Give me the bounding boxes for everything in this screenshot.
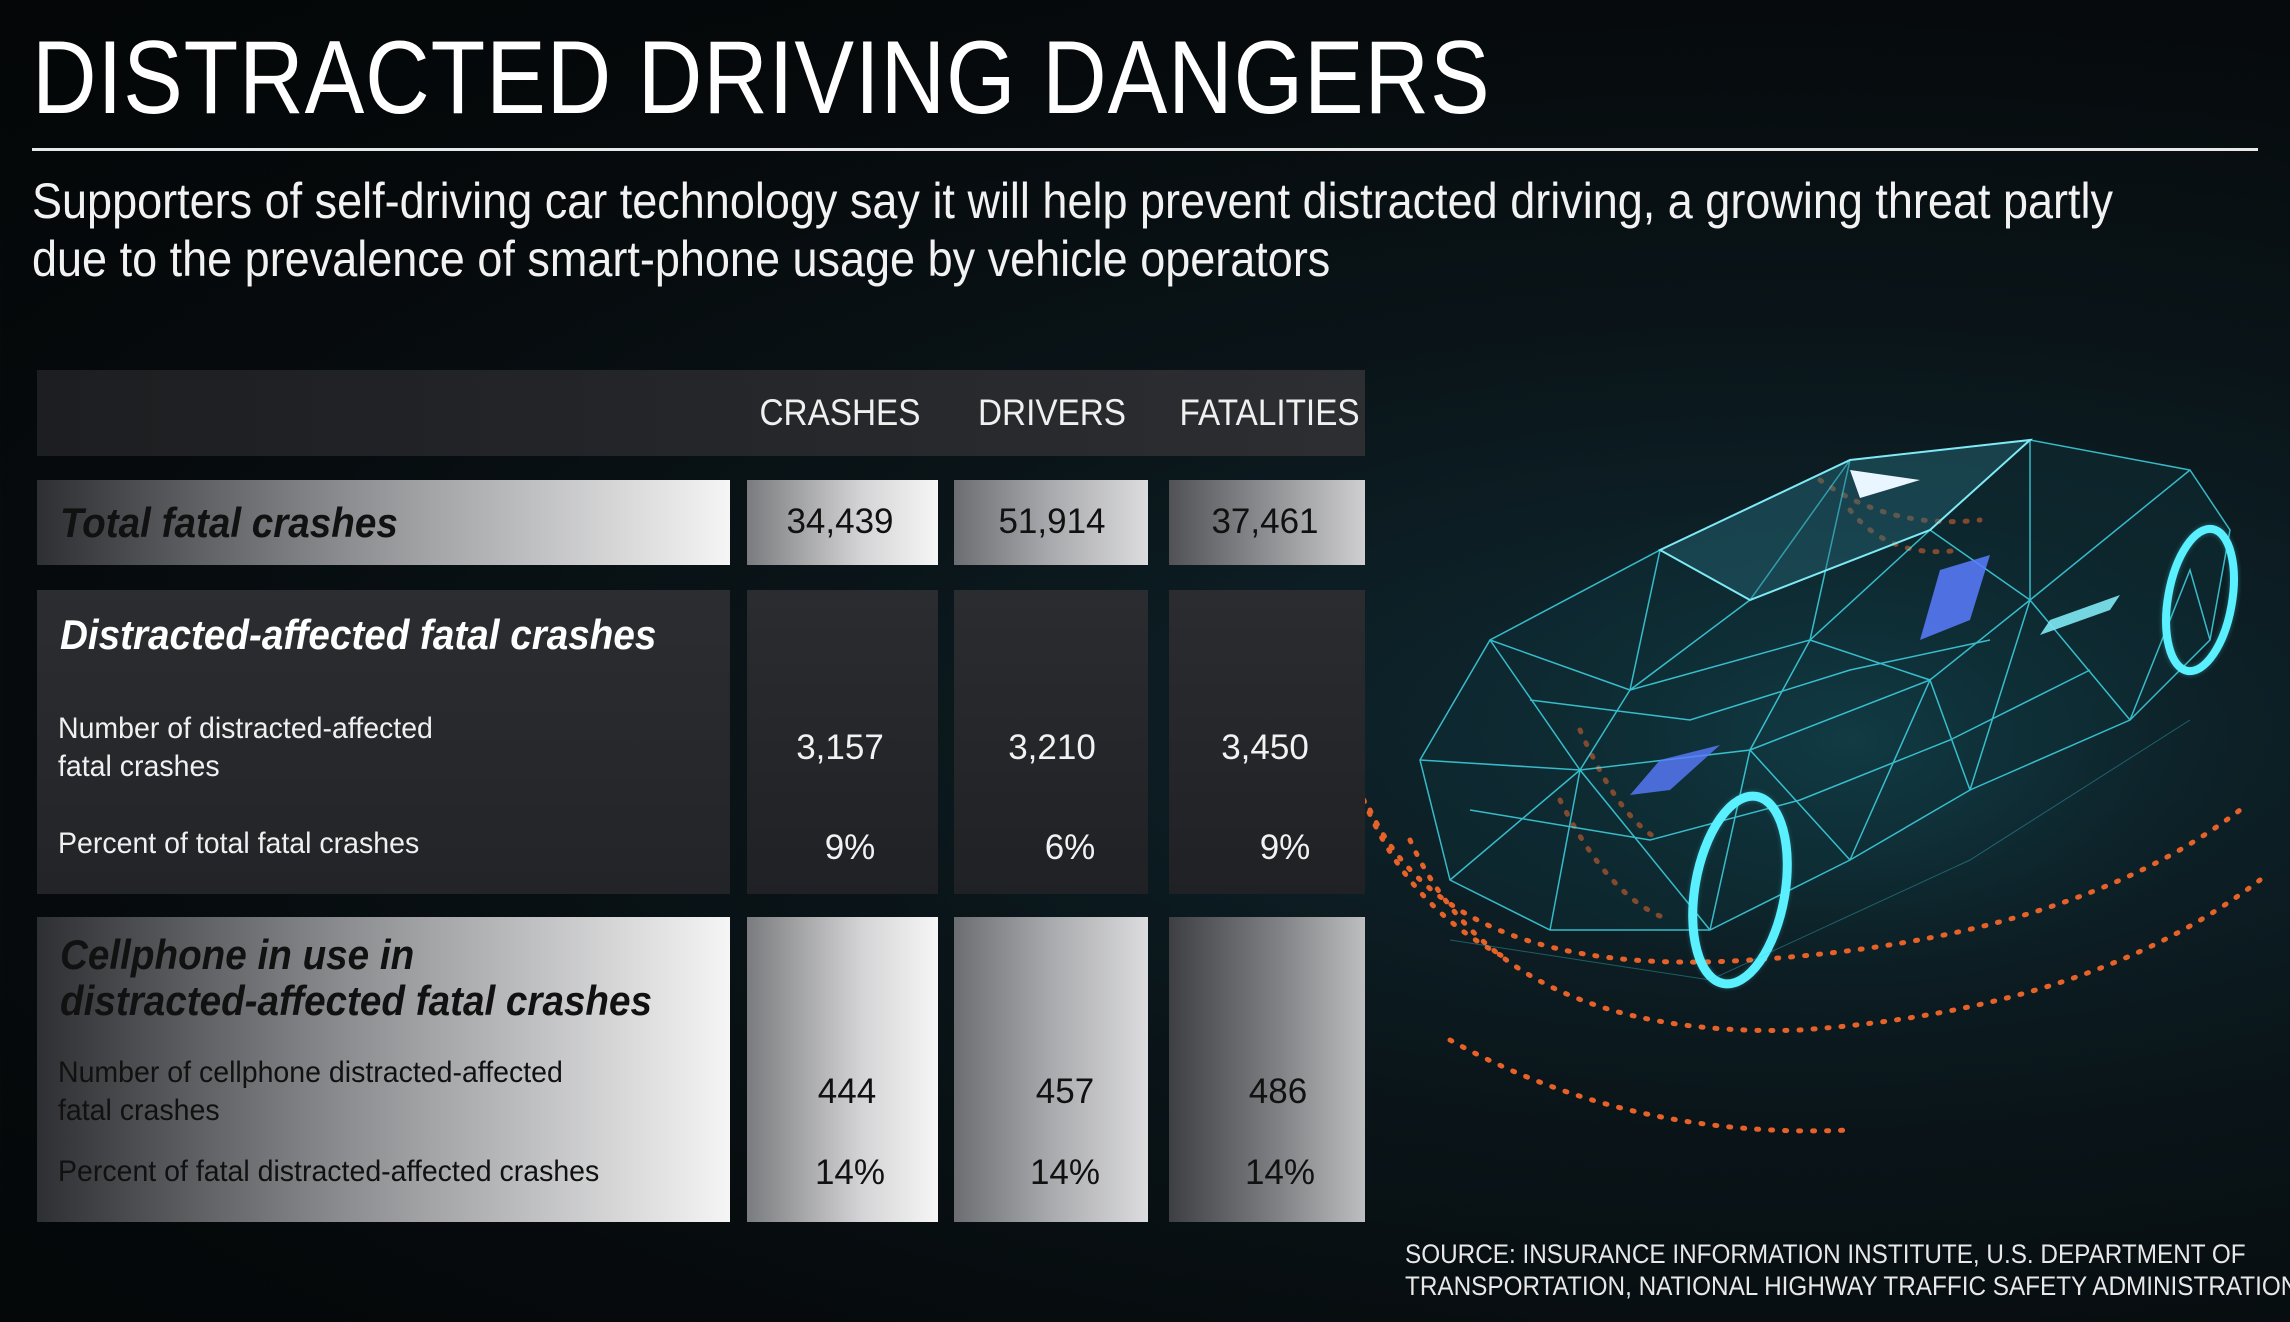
cellphone-number-label: Number of cellphone distracted-affected … xyxy=(58,1054,563,1130)
radar-arcs xyxy=(1347,477,2263,1134)
cellphone-percent-label: Percent of fatal distracted-affected cra… xyxy=(58,1155,600,1188)
distracted-fatalities-panel xyxy=(1169,590,1365,894)
cellphone-drivers-number: 457 xyxy=(1035,1072,1095,1111)
total-crashes-cell xyxy=(747,480,938,565)
sensor-light-front xyxy=(1630,745,1720,795)
cellphone-drivers-panel xyxy=(954,917,1148,1222)
distracted-drivers-percent: 6% xyxy=(1044,828,1096,867)
cellphone-fatalities-panel xyxy=(1169,917,1365,1222)
cellphone-crashes-number: 444 xyxy=(817,1072,877,1111)
distracted-number-label-line2: fatal crashes xyxy=(58,750,220,783)
page-title: DISTRACTED DRIVING DANGERS xyxy=(32,20,1491,136)
cellphone-fatalities-percent: 14% xyxy=(1244,1153,1316,1192)
total-row-label-panel xyxy=(37,480,730,565)
total-row-heading: Total fatal crashes xyxy=(60,499,398,546)
car-reflection xyxy=(1449,719,2191,981)
column-header-drivers: DRIVERS xyxy=(977,392,1127,433)
sensor-light-top xyxy=(1850,470,1920,498)
total-drivers-cell xyxy=(954,480,1148,565)
distracted-crashes-panel xyxy=(747,590,938,894)
cellphone-label-panel xyxy=(37,917,730,1222)
total-drivers-value: 51,914 xyxy=(998,502,1106,541)
column-header-crashes: CRASHES xyxy=(759,392,921,433)
cellphone-crashes-percent: 14% xyxy=(814,1153,886,1192)
windshield xyxy=(1657,438,2033,602)
distracted-drivers-number: 3,210 xyxy=(1008,728,1096,767)
distracted-crashes-percent: 9% xyxy=(824,828,876,867)
sensor-light-side xyxy=(1920,555,1990,640)
distracted-number-label: Number of distracted-affected fatal cras… xyxy=(58,710,433,786)
cellphone-number-label-line1: Number of cellphone distracted-affected xyxy=(58,1056,563,1089)
wireframe-car-illustration xyxy=(1347,438,2290,1134)
distracted-fatalities-number: 3,450 xyxy=(1221,728,1309,767)
total-crashes-value: 34,439 xyxy=(786,502,894,541)
cellphone-heading: Cellphone in use in distracted-affected … xyxy=(60,932,652,1024)
cellphone-heading-line2: distracted-affected fatal crashes xyxy=(60,977,653,1024)
distracted-heading: Distracted-affected fatal crashes xyxy=(60,611,657,658)
distracted-number-label-line1: Number of distracted-affected xyxy=(58,712,433,745)
car-body xyxy=(1419,439,2231,931)
source-line2: TRANSPORTATION, NATIONAL HIGHWAY TRAFFIC… xyxy=(1405,1271,2290,1301)
cellphone-heading-line1: Cellphone in use in xyxy=(60,931,415,978)
title-divider xyxy=(32,148,2258,151)
subtitle: Supporters of self-driving car technolog… xyxy=(32,173,2114,287)
distracted-percent-label: Percent of total fatal crashes xyxy=(58,827,420,860)
cellphone-number-label-line2: fatal crashes xyxy=(58,1094,220,1127)
table-header-bar xyxy=(37,370,1365,456)
cellphone-crashes-panel xyxy=(747,917,938,1222)
distracted-crashes-number: 3,157 xyxy=(796,728,884,767)
distracted-fatalities-percent: 9% xyxy=(1259,828,1311,867)
distracted-label-panel xyxy=(37,590,730,894)
source-credit: SOURCE: INSURANCE INFORMATION INSTITUTE,… xyxy=(1405,1238,2290,1302)
cellphone-fatalities-number: 486 xyxy=(1248,1072,1308,1111)
total-fatalities-cell xyxy=(1169,480,1365,565)
headlight xyxy=(2040,595,2120,635)
total-fatalities-value: 37,461 xyxy=(1211,502,1319,541)
column-header-fatalities: FATALITIES xyxy=(1179,392,1360,433)
cellphone-drivers-percent: 14% xyxy=(1029,1153,1101,1192)
source-line1: SOURCE: INSURANCE INFORMATION INSTITUTE,… xyxy=(1405,1239,2246,1269)
distracted-drivers-panel xyxy=(954,590,1148,894)
